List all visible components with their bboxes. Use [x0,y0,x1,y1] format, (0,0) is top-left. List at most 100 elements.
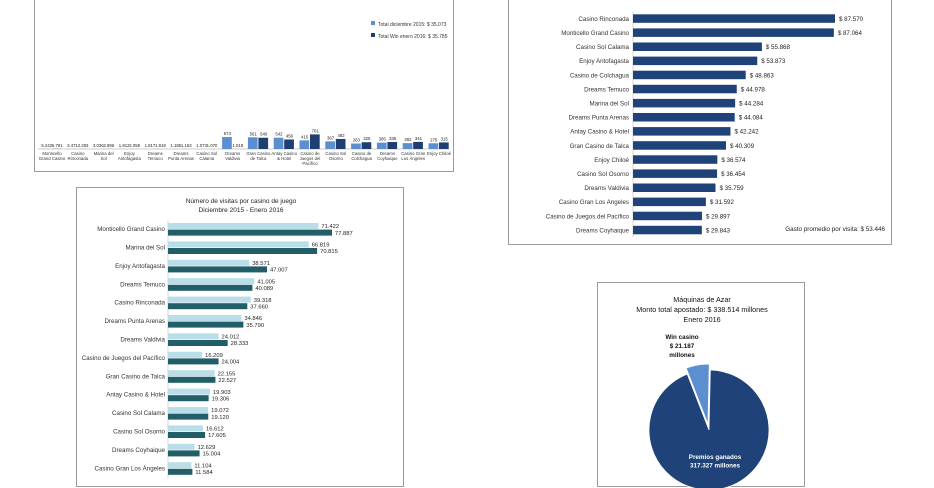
bar-ene [168,432,205,438]
category-label: Osorno [329,156,344,161]
bar [633,57,757,66]
bar-ene [168,266,267,272]
category-label: Dreams Coyhaique [576,227,630,234]
category-label: Antay Casino & Hotel [106,392,165,399]
bar [633,127,730,136]
data-label: 41.005 [257,279,275,285]
bar-dic [300,140,310,149]
data-label: 16.209 [205,353,223,359]
data-label: $ 29.897 [706,213,731,220]
data-label: $ 87.064 [838,30,863,37]
data-label: $ 29.843 [706,227,731,234]
category-label: Dreams Punta Arenas [568,115,629,122]
bar-dic [274,138,284,149]
data-label: 24.004 [222,360,241,366]
bar [633,28,834,37]
category-label: Coyhaique [377,156,398,161]
data-label: 2.896 [103,143,114,148]
bar [633,113,735,122]
data-label: 19.903 [213,390,231,396]
bar-ene [387,142,397,149]
data-label: 77.887 [335,231,353,237]
category-label: Los Ángeles [401,156,425,161]
category-label: Enjoy Antofagasta [115,263,165,270]
data-label: 305 [379,137,387,142]
bar-dic [168,278,254,284]
data-label: $ 36.454 [721,171,746,178]
data-label: 28.333 [231,341,249,347]
bar [633,71,746,80]
category-label: Rinconada [68,156,89,161]
data-label: 540 [260,132,268,137]
data-label: 66.819 [312,243,330,249]
bar-dic [325,141,335,149]
category-label: Casino de Juegos del Pacífico [82,355,166,362]
category-label: Dreams Punta Arenas [104,318,165,325]
bar-dic [168,389,210,395]
bar [633,184,715,193]
chart-title: Enero 2016 [683,315,720,324]
chart-title: Número de visitas por casino de juego [186,198,297,205]
data-label: 17.605 [208,433,226,439]
data-label: $ 42.242 [734,129,759,136]
bar-ene [284,139,294,149]
bar-ene [413,142,423,149]
data-label: 275 [430,137,438,142]
chart-title: Máquinas de Azar [673,295,731,304]
data-label: $ 35.759 [719,185,744,192]
data-label: 367 [327,135,335,140]
data-label: 38.571 [252,261,270,267]
category-label: & Hotel [277,156,291,161]
data-label: 39.318 [254,298,272,304]
data-label: 37.660 [250,304,268,310]
data-label: $ 55.868 [766,44,791,51]
bar-dic [168,407,208,413]
bar-dic [222,137,232,149]
bar-ene [168,322,243,328]
data-label: 16.612 [206,427,224,433]
category-label: Antay Casino & Hotel [570,129,629,136]
category-label: Valdivia [225,156,240,161]
slice-label: 317.327 millones [690,463,741,470]
bar-dic [248,137,258,149]
bar [633,141,726,150]
category-label: Casino Rinconada [578,16,629,23]
bar [633,155,717,164]
data-label: 482 [337,133,345,138]
data-label: 22.527 [218,378,236,384]
data-label: 1.918 [155,143,166,148]
bar [633,169,717,178]
data-label: 341 [415,136,423,141]
category-label: Enjoy Chiloé [427,151,452,156]
data-label: 542 [275,132,283,137]
bar [633,99,735,108]
category-label: Casino Gran Los Ángeles [94,465,165,472]
spend-chart: Enero 2016Casino Rinconada$ 87.570Montic… [509,0,893,246]
bar-dic [351,144,361,149]
bar [633,226,702,235]
visits-chart: Número de visitas por casino de juegoDic… [77,188,405,488]
data-label: 19.072 [211,408,229,414]
data-label: 325 [363,136,371,141]
bar-ene [168,469,192,475]
data-label: 263 [353,138,361,143]
bar-ene [168,414,208,420]
bar-ene [168,303,247,309]
bar-ene [336,139,346,149]
bar-dic [168,297,251,303]
category-label: Sol [100,156,106,161]
category-label: Temuco [148,156,164,161]
data-label: 40.089 [255,286,273,292]
bar-dic [168,425,203,431]
bar-ene [168,248,317,254]
bar-dic [168,462,191,468]
bar-ene [168,358,219,364]
data-label: $ 53.873 [761,58,786,65]
bar [633,14,835,23]
data-label: 11.584 [195,470,213,476]
data-label: 19.306 [212,396,230,402]
bar-ene [310,134,320,149]
